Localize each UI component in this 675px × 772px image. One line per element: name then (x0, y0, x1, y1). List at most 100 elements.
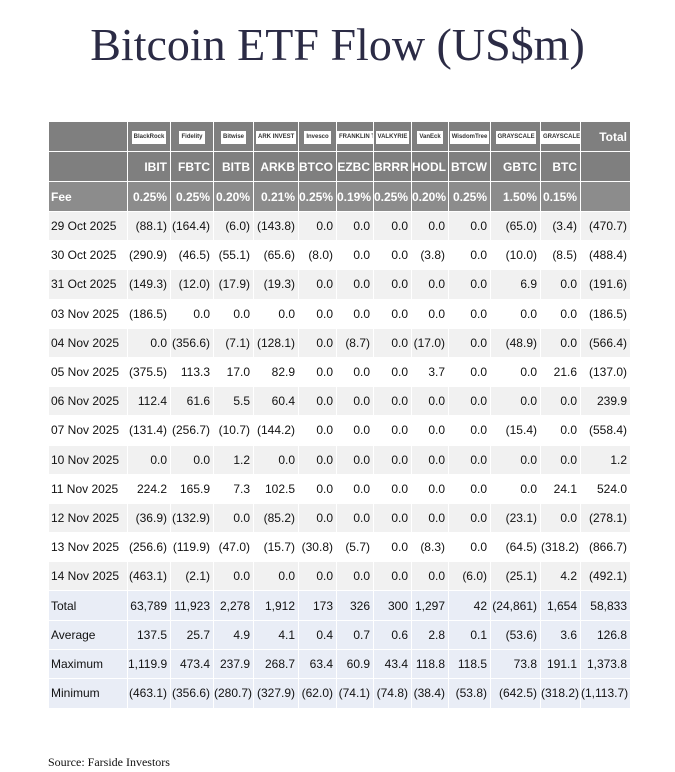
flow-value: 0.0 (448, 210, 491, 242)
flow-value: (6.0) (213, 210, 254, 242)
flow-value: (23.1) (490, 502, 541, 534)
flow-value: 0.0 (373, 444, 412, 475)
issuer-logo: WisdomTree (449, 130, 490, 144)
flow-value: (48.9) (490, 327, 541, 358)
flow-row: 14 Nov 2025 (463.1) (2.1) 0.0 0.0 0.0 0.0 0.0 0.… (48, 561, 631, 592)
flow-value: (256.6) (127, 532, 171, 563)
flow-value: (191.6) (580, 269, 631, 300)
summary-value: 73.8 (490, 649, 541, 680)
flow-value: (46.5) (170, 240, 214, 271)
corner-cell (580, 151, 631, 182)
flow-value: 0.0 (448, 327, 491, 358)
flow-value: 112.4 (127, 386, 171, 417)
date: 30 Oct 2025 (48, 240, 128, 271)
flow-value: 0.0 (373, 356, 412, 388)
date: 10 Nov 2025 (48, 444, 128, 475)
logo-cell: Invesco (298, 121, 337, 152)
flow-value: 0.0 (448, 269, 491, 300)
flow-row: 13 Nov 2025 (256.6) (119.9) (47.0) (15.7) (30… (48, 532, 631, 563)
summary-value: 237.9 (213, 649, 254, 680)
flow-value: 0.0 (170, 298, 214, 329)
date: 14 Nov 2025 (48, 561, 128, 592)
issuer-logo: Bitwise (220, 130, 246, 144)
summary-value: 63.4 (298, 649, 337, 680)
flow-value: 0.0 (373, 502, 412, 534)
flow-value: 0.0 (411, 298, 449, 329)
corner-cell (48, 151, 128, 182)
flow-value: 0.0 (540, 386, 581, 417)
summary-value: 4.1 (253, 619, 299, 651)
flow-value: 0.0 (540, 444, 581, 475)
fee: 0.19% (336, 181, 374, 212)
flow-value: (131.4) (127, 415, 171, 446)
date: 04 Nov 2025 (48, 327, 128, 358)
flow-row: 03 Nov 2025 (186.5) 0.0 0.0 0.0 0.0 0.0 0.0 0.0 0… (48, 298, 631, 329)
flow-value: (492.1) (580, 561, 631, 592)
flow-value: 7.3 (213, 473, 254, 504)
ticker: ARKB (253, 151, 299, 182)
flow-value: 0.0 (411, 210, 449, 242)
flow-value: 0.0 (336, 240, 374, 271)
flow-value: (186.5) (580, 298, 631, 329)
flow-value: 0.0 (336, 298, 374, 329)
flow-value: (356.6) (170, 327, 214, 358)
summary-row: Minimum (463.1) (356.6) (280.7) (327.9) (62.0… (48, 678, 631, 709)
flow-value: 0.0 (411, 502, 449, 534)
flow-value: (15.7) (253, 532, 299, 563)
flow-row: 06 Nov 2025 112.4 61.6 5.5 60.4 0.0 0.0 0.0 0.0 0… (48, 386, 631, 417)
flow-row: 07 Nov 2025 (131.4) (256.7) (10.7) (144.2) 0.… (48, 415, 631, 446)
logo-cell: WisdomTree (448, 121, 491, 152)
summary-value: (38.4) (411, 678, 449, 709)
issuer-logo: Invesco (304, 130, 331, 144)
flow-value: (318.2) (540, 532, 581, 563)
fee: 0.15% (540, 181, 581, 212)
title: Bitcoin ETF Flow (US$m) (90, 19, 585, 70)
fee: 0.25% (127, 181, 171, 212)
issuer-logo: BlackRock (131, 130, 167, 144)
flow-value: (8.7) (336, 327, 374, 358)
flow-value: (149.3) (127, 269, 171, 300)
issuer-logo: Fidelity (179, 130, 205, 144)
summary-row: Total 63,789 11,923 2,278 1,912 173 326 300 1,29… (48, 590, 631, 621)
summary-value: (318.2) (540, 678, 581, 709)
flow-value: 0.0 (298, 473, 337, 504)
flow-value: (3.8) (411, 240, 449, 271)
flow-value: 0.0 (373, 240, 412, 271)
logo-cell: GRAYSCALE (540, 121, 581, 152)
flow-value: 0.0 (373, 473, 412, 504)
issuer-logo: GRAYSCALE (541, 130, 580, 144)
issuer-logo: VALKYRIE (375, 130, 410, 144)
flow-value: 0.0 (373, 415, 412, 446)
flow-value: 0.0 (336, 356, 374, 388)
flow-value: (15.4) (490, 415, 541, 446)
flow-value: 113.3 (170, 356, 214, 388)
fee: 0.20% (411, 181, 449, 212)
date: 13 Nov 2025 (48, 532, 128, 563)
issuer-logo: FRANKLIN TEMPLETON (337, 130, 373, 144)
date: 11 Nov 2025 (48, 473, 128, 504)
flow-value: 0.0 (298, 298, 337, 329)
summary-value: 126.8 (580, 619, 631, 651)
summary-value: 63,789 (127, 590, 171, 621)
summary-value: 0.7 (336, 619, 374, 651)
flow-value: (866.7) (580, 532, 631, 563)
flow-value: 0.0 (127, 444, 171, 475)
summary-value: (53.8) (448, 678, 491, 709)
logo-cell: GRAYSCALE (490, 121, 541, 152)
ticker: BITB (213, 151, 254, 182)
flow-value: 0.0 (540, 415, 581, 446)
fee: 0.25% (373, 181, 412, 212)
flow-value: 5.5 (213, 386, 254, 417)
summary-value: 43.4 (373, 649, 412, 680)
flow-value: (2.1) (170, 561, 214, 592)
summary-value: (280.7) (213, 678, 254, 709)
summary-value: (24,861) (490, 590, 541, 621)
flow-value: 4.2 (540, 561, 581, 592)
flow-value: 0.0 (336, 473, 374, 504)
summary-value: (74.8) (373, 678, 412, 709)
summary-value: 11,923 (170, 590, 214, 621)
summary-value: 300 (373, 590, 412, 621)
flow-value: 0.0 (373, 561, 412, 592)
date: 31 Oct 2025 (48, 269, 128, 300)
flow-value: 82.9 (253, 356, 299, 388)
